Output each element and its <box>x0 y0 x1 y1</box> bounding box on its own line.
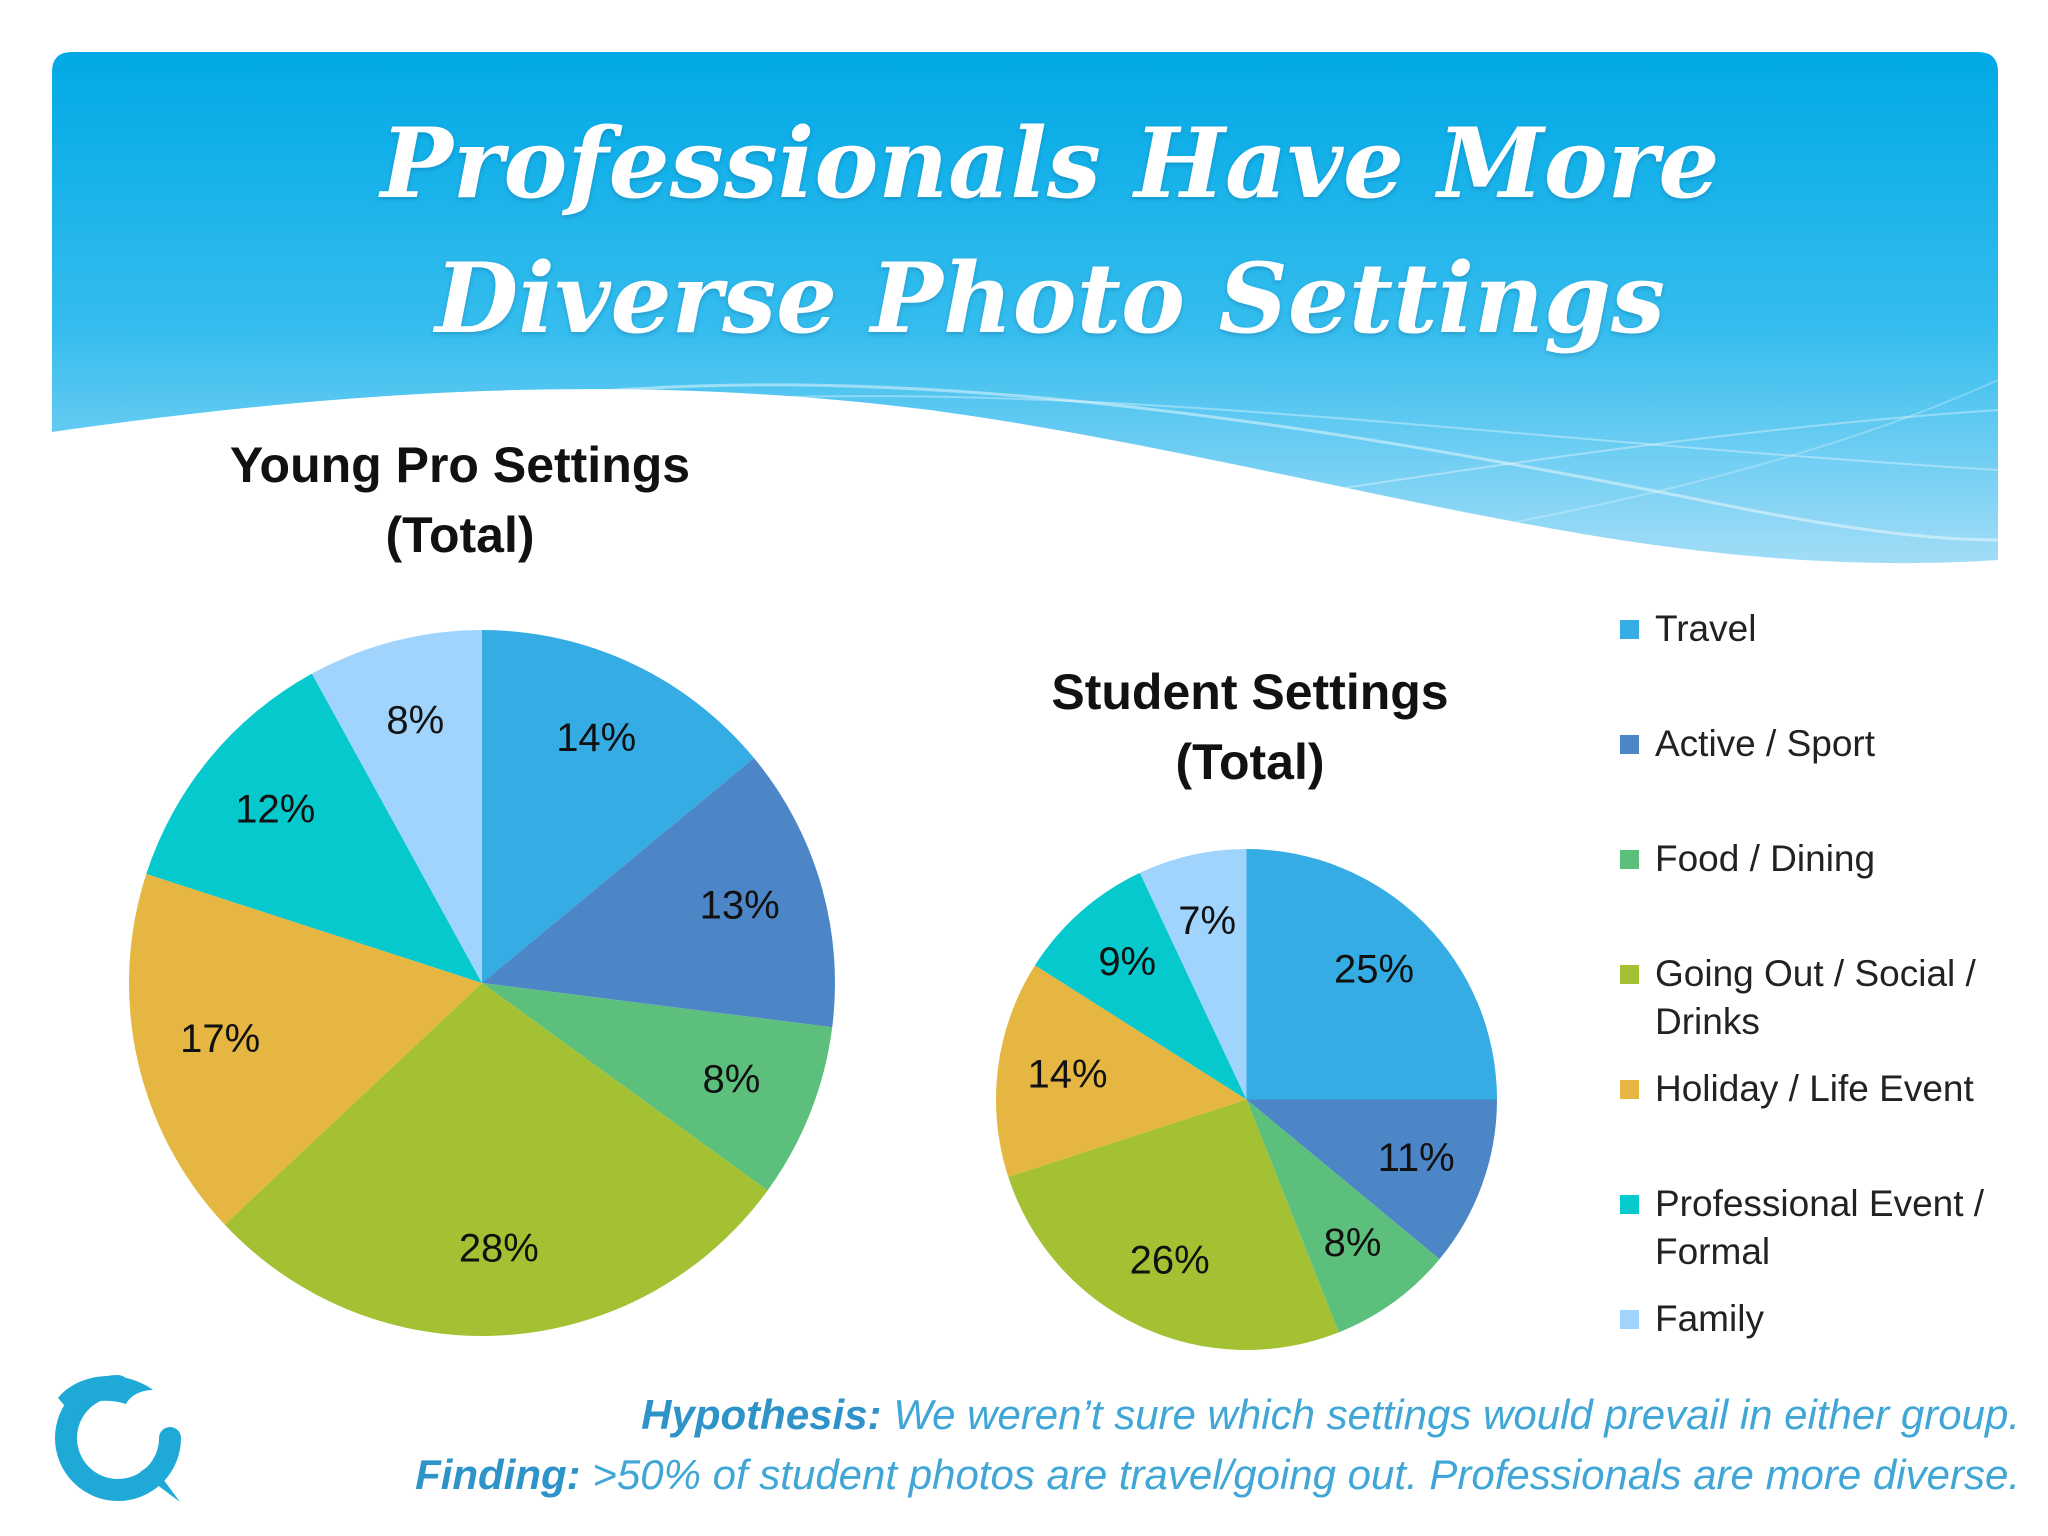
legend-label: Family <box>1655 1298 1764 1339</box>
header-wave-3 <box>1099 409 1999 526</box>
student-data-label-6: 9% <box>1098 940 1156 984</box>
legend: Travel Active / Sport Food / Dining Going O… <box>1620 605 2040 1350</box>
legend-label: Active / Sport <box>1655 723 1876 764</box>
finding-line: Finding: >50% of student photos are trav… <box>220 1445 2020 1505</box>
student-data-label-1: 25% <box>1334 948 1414 992</box>
legend-label: Travel <box>1655 608 1757 649</box>
legend-label: Professional Event / Formal <box>1655 1183 1985 1272</box>
legend-swatch <box>1620 735 1639 754</box>
legend-swatch <box>1620 1080 1639 1099</box>
student-data-label-3: 8% <box>1324 1221 1382 1265</box>
young-pro-slice-5 <box>129 873 482 1225</box>
young-pro-title-line2: (Total) <box>385 507 535 563</box>
student-data-label-7: 7% <box>1178 899 1236 943</box>
student-slice-7 <box>1139 849 1247 1100</box>
young-pro-data-label-7: 8% <box>386 699 444 743</box>
young-pro-slice-1 <box>482 630 754 983</box>
slide-title-line1: Professionals Have More <box>380 107 1720 220</box>
logo-tail <box>140 1464 180 1502</box>
finding-text: >50% of student photos are travel/going … <box>580 1451 2020 1498</box>
logo-dolphin <box>58 1376 153 1412</box>
young-pro-title-line1: Young Pro Settings <box>229 437 691 493</box>
header-wave-2 <box>699 395 1999 471</box>
student-title-line2: (Total) <box>1175 734 1325 790</box>
student-slice-6 <box>1034 872 1247 1100</box>
slide-title: Professionals Have More Diverse Photo Se… <box>200 96 1900 366</box>
student-slice-5 <box>996 965 1247 1177</box>
legend-label: Food / Dining <box>1655 838 1876 879</box>
young-pro-data-label-2: 13% <box>700 884 780 928</box>
student-slice-1 <box>1246 849 1497 1100</box>
student-slice-4 <box>1008 1099 1339 1350</box>
young-pro-pie-chart: 14% 13% 8% 28% 17% 12% 8% <box>129 630 835 1336</box>
hypothesis-text: We weren’t sure which settings would pre… <box>881 1391 2020 1438</box>
hypothesis-line: Hypothesis: We weren’t sure which settin… <box>220 1385 2020 1445</box>
legend-swatch <box>1620 1195 1639 1214</box>
legend-label: Holiday / Life Event <box>1655 1068 1974 1109</box>
header-wave-1 <box>559 383 1999 542</box>
young-pro-slice-6 <box>146 673 483 983</box>
legend-swatch <box>1620 1310 1639 1329</box>
legend-label: Going Out / Social / Drinks <box>1655 953 1976 1042</box>
footer-text: Hypothesis: We weren’t sure which settin… <box>220 1385 2020 1505</box>
young-pro-slice-2 <box>482 757 835 1028</box>
young-pro-chart-title: Young Pro Settings (Total) <box>160 430 760 570</box>
young-pro-data-label-6: 12% <box>235 788 315 832</box>
student-data-label-4: 26% <box>1130 1238 1210 1282</box>
slide-title-line2: Diverse Photo Settings <box>434 242 1666 355</box>
young-pro-data-label-3: 8% <box>703 1057 761 1101</box>
young-pro-slice-7 <box>311 630 482 983</box>
young-pro-slice-4 <box>224 983 768 1336</box>
student-slice-3 <box>1246 1099 1440 1333</box>
hypothesis-label: Hypothesis: <box>641 1391 882 1438</box>
young-pro-data-label-1: 14% <box>556 716 636 760</box>
young-pro-data-label-4: 28% <box>459 1226 539 1270</box>
legend-swatch <box>1620 620 1639 639</box>
header-band <box>52 52 1999 564</box>
header-wave-4 <box>1299 379 1999 561</box>
dolphin-logo-icon <box>55 1375 181 1502</box>
student-slice-2 <box>1246 1099 1497 1260</box>
student-data-label-2: 11% <box>1378 1136 1455 1180</box>
legend-swatch <box>1620 850 1639 869</box>
young-pro-data-label-5: 17% <box>180 1017 260 1061</box>
student-data-label-5: 14% <box>1028 1052 1108 1096</box>
student-title-line1: Student Settings <box>1051 664 1449 720</box>
student-chart-title: Student Settings (Total) <box>950 657 1550 797</box>
finding-label: Finding: <box>415 1451 581 1498</box>
legend-swatch <box>1620 965 1639 984</box>
young-pro-slice-3 <box>482 983 833 1191</box>
header-background <box>52 52 1998 564</box>
student-pie-chart: 25% 11% 8% 26% 14% 9% 7% <box>996 849 1497 1350</box>
